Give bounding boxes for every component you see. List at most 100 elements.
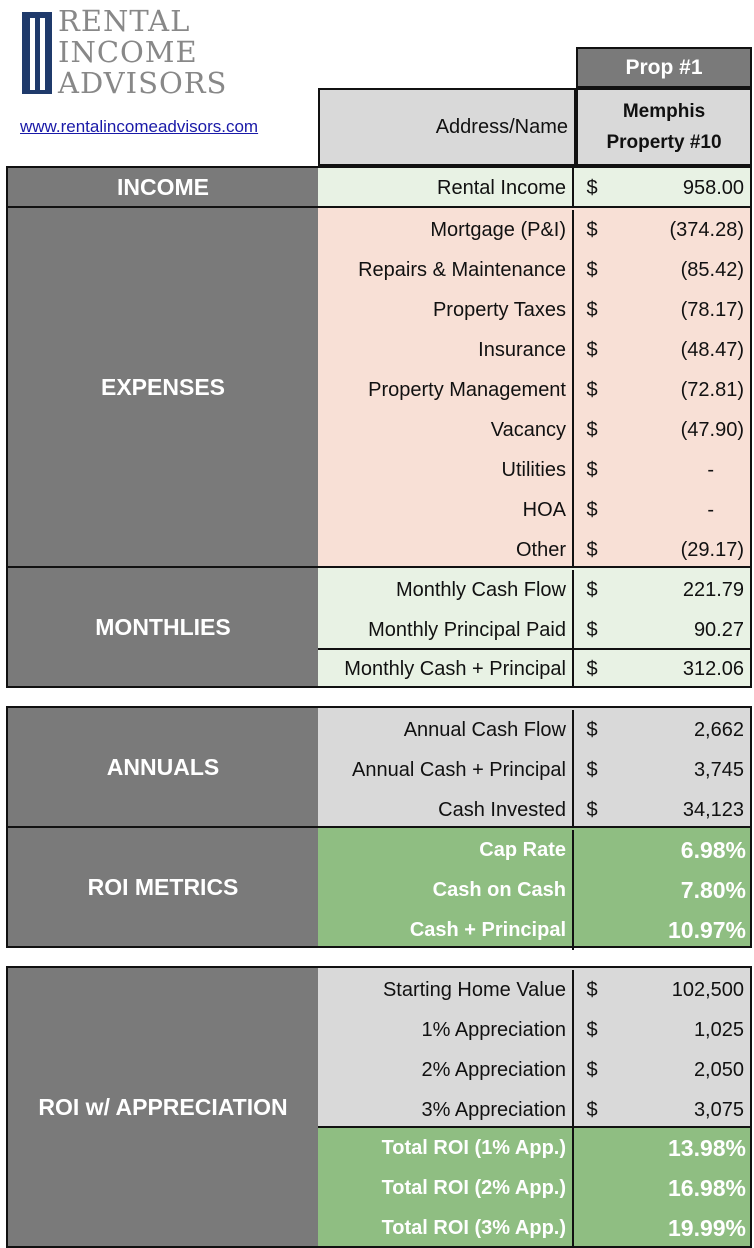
row-label: Annual Cash + Principal <box>318 750 574 790</box>
row-label: Cap Rate <box>318 830 574 870</box>
table-row: Rental Income $ 958.00 <box>318 168 750 208</box>
table-row: Total ROI (3% App.) 19.99% <box>318 1208 750 1248</box>
row-value[interactable]: - <box>707 458 714 481</box>
section-expenses: EXPENSES <box>6 206 320 568</box>
row-label: Monthly Cash + Principal <box>318 650 574 688</box>
row-value[interactable]: 312.06 <box>682 657 744 680</box>
row-label: Total ROI (2% App.) <box>318 1168 574 1208</box>
table-row: Cash Invested $34,123 <box>318 790 750 830</box>
currency-symbol: $ <box>586 338 598 361</box>
table-row: Mortgage (P&I) $ (374.28) <box>318 210 750 250</box>
row-value[interactable]: 90.27 <box>693 618 744 641</box>
row-value[interactable]: 3,075 <box>693 1098 744 1121</box>
currency-symbol: $ <box>586 578 598 601</box>
row-label: 3% Appreciation <box>318 1090 574 1130</box>
currency-symbol: $ <box>586 798 598 821</box>
row-label: Repairs & Maintenance <box>318 250 574 290</box>
table-row: Cash + Principal 10.97% <box>318 910 750 950</box>
row-value[interactable]: (374.28) <box>669 218 745 241</box>
appreciation-table: Starting Home Value $102,500 1% Appreciat… <box>318 966 752 1130</box>
table-row: Property Taxes $ (78.17) <box>318 290 750 330</box>
property-column-header: Prop #1 <box>576 47 752 88</box>
roi-metrics-table: Cap Rate 6.98% Cash on Cash 7.80% Cash + P… <box>318 826 752 950</box>
row-value[interactable]: 958.00 <box>682 176 744 199</box>
section-annuals: ANNUALS <box>6 706 320 828</box>
row-value[interactable]: (47.90) <box>680 418 744 441</box>
row-value[interactable]: 102,500 <box>671 978 744 1001</box>
table-row: Annual Cash Flow $2,662 <box>318 710 750 750</box>
table-row: Cash on Cash 7.80% <box>318 870 750 910</box>
row-value[interactable]: 13.98% <box>667 1134 746 1161</box>
row-label: Monthly Principal Paid <box>318 610 574 650</box>
row-value[interactable]: 16.98% <box>667 1174 746 1201</box>
row-value[interactable]: (78.17) <box>680 298 744 321</box>
section-roi-metrics: ROI METRICS <box>6 826 320 948</box>
row-label: Property Management <box>318 370 574 410</box>
address-label: Address/Name <box>318 88 576 166</box>
table-row: Property Management $ (72.81) <box>318 370 750 410</box>
expenses-table: Mortgage (P&I) $ (374.28) Repairs & Mainte… <box>318 206 752 570</box>
table-row: 3% Appreciation $3,075 <box>318 1090 750 1130</box>
row-value[interactable]: 2,662 <box>693 718 744 741</box>
row-value[interactable]: 3,745 <box>693 758 744 781</box>
row-value[interactable]: (29.17) <box>680 538 744 561</box>
currency-symbol: $ <box>586 618 598 641</box>
row-label: HOA <box>318 490 574 530</box>
divider <box>318 648 750 650</box>
currency-symbol: $ <box>586 718 598 741</box>
table-row: Repairs & Maintenance $ (85.42) <box>318 250 750 290</box>
website-link[interactable]: www.rentalincomeadvisors.com <box>20 117 259 136</box>
row-value[interactable]: 34,123 <box>682 798 744 821</box>
row-value[interactable]: 10.97% <box>667 916 746 943</box>
row-value[interactable]: (48.47) <box>680 338 744 361</box>
currency-symbol: $ <box>586 657 598 680</box>
currency-symbol: $ <box>586 378 598 401</box>
table-row: Monthly Cash Flow $221.79 <box>318 570 750 610</box>
row-value[interactable]: 1,025 <box>693 1018 744 1041</box>
table-row: Total ROI (2% App.) 16.98% <box>318 1168 750 1208</box>
row-value[interactable]: - <box>707 498 714 521</box>
currency-symbol: $ <box>586 538 598 561</box>
row-label: Insurance <box>318 330 574 370</box>
table-row: Vacancy $ (47.90) <box>318 410 750 450</box>
logo-icon <box>22 12 52 94</box>
currency-symbol: $ <box>586 418 598 441</box>
row-value[interactable]: 6.98% <box>680 836 746 863</box>
currency-symbol: $ <box>586 498 598 521</box>
currency-symbol: $ <box>586 758 598 781</box>
row-label: Mortgage (P&I) <box>318 210 574 250</box>
row-value[interactable]: 221.79 <box>682 578 744 601</box>
section-income: INCOME <box>6 166 320 208</box>
row-value[interactable]: 7.80% <box>680 876 746 903</box>
section-roi-appreciation: ROI w/ APPRECIATION <box>6 966 320 1248</box>
monthlies-table: Monthly Cash Flow $221.79 Monthly Princip… <box>318 566 752 688</box>
row-label: Cash on Cash <box>318 870 574 910</box>
row-label: 1% Appreciation <box>318 1010 574 1050</box>
logo-wordmark: RENTAL INCOME ADVISORS <box>58 4 228 100</box>
currency-symbol: $ <box>586 1058 598 1081</box>
row-label: Monthly Cash Flow <box>318 570 574 610</box>
row-label: Utilities <box>318 450 574 490</box>
row-value[interactable]: 2,050 <box>693 1058 744 1081</box>
table-row: Monthly Cash + Principal $312.06 <box>318 650 750 688</box>
row-value[interactable]: (72.81) <box>680 378 744 401</box>
row-label: Annual Cash Flow <box>318 710 574 750</box>
row-label: Cash Invested <box>318 790 574 830</box>
table-row: Monthly Principal Paid $90.27 <box>318 610 750 650</box>
address-value[interactable]: Memphis Property #10 <box>576 88 752 166</box>
row-value[interactable]: (85.42) <box>680 258 744 281</box>
currency-symbol: $ <box>586 176 598 199</box>
row-label: Starting Home Value <box>318 970 574 1010</box>
row-label: 2% Appreciation <box>318 1050 574 1090</box>
table-row: HOA $ - <box>318 490 750 530</box>
table-row: 1% Appreciation $1,025 <box>318 1010 750 1050</box>
row-value[interactable]: 19.99% <box>667 1214 746 1241</box>
row-label: Total ROI (3% App.) <box>318 1208 574 1248</box>
currency-symbol: $ <box>586 298 598 321</box>
table-row: Cap Rate 6.98% <box>318 830 750 870</box>
table-row: Starting Home Value $102,500 <box>318 970 750 1010</box>
appreciation-totals-table: Total ROI (1% App.) 13.98% Total ROI (2% … <box>318 1126 752 1248</box>
table-row: Other $ (29.17) <box>318 530 750 570</box>
table-row: Insurance $ (48.47) <box>318 330 750 370</box>
row-label: Total ROI (1% App.) <box>318 1128 574 1168</box>
